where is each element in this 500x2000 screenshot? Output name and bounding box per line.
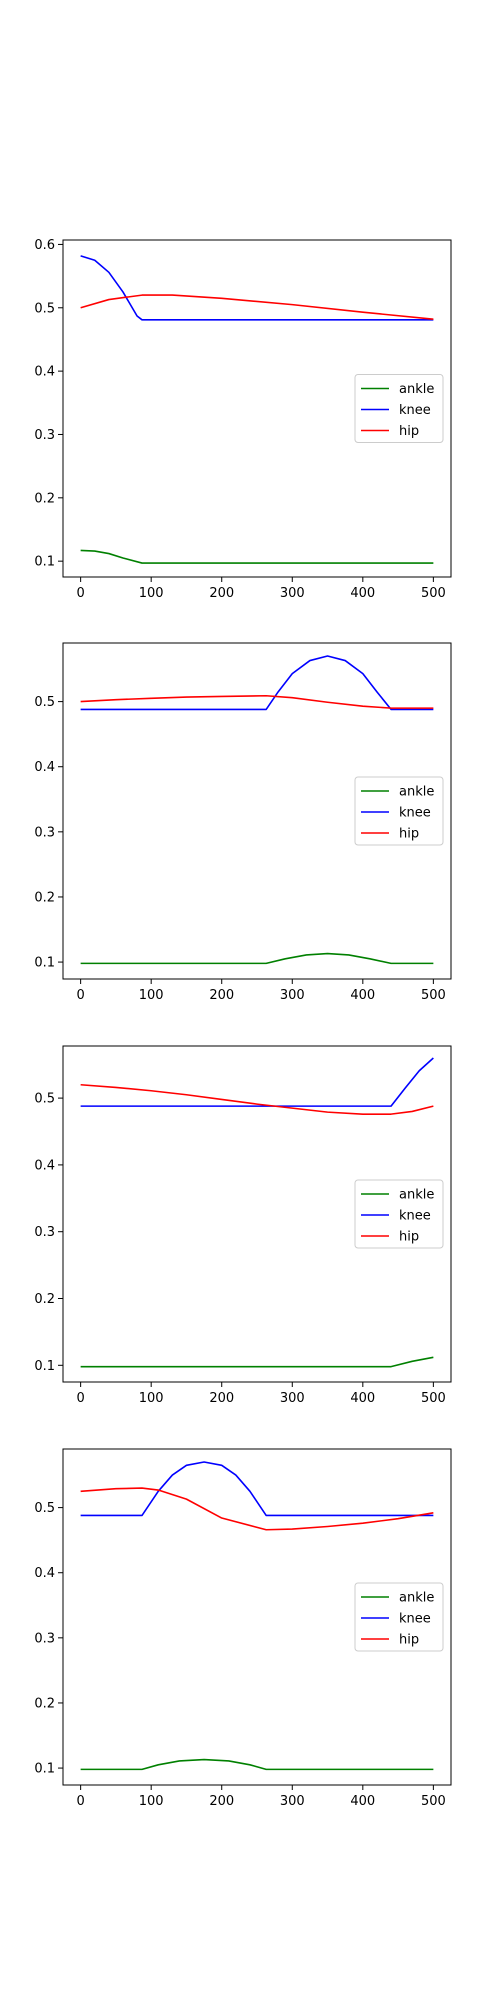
x-tick-label: 100 bbox=[139, 1391, 164, 1406]
y-tick-label: 0.3 bbox=[34, 1225, 55, 1240]
series-line-knee bbox=[80, 1057, 434, 1107]
legend: ankle knee hip bbox=[354, 1179, 444, 1249]
x-tick-label: 400 bbox=[350, 988, 375, 1003]
y-tick-label: 0.5 bbox=[34, 301, 55, 316]
x-tick-label: 0 bbox=[76, 988, 84, 1003]
x-tick-label: 200 bbox=[209, 1391, 234, 1406]
legend-label-hip: hip bbox=[399, 827, 419, 842]
legend-box bbox=[354, 374, 444, 443]
x-tick-label: 200 bbox=[209, 988, 234, 1003]
x-tick-label: 300 bbox=[280, 1794, 305, 1809]
chart-panel-1: 0 100 200 300 400 500 0.1 0.2 0.3 0.4 0.5 0.6 ankle k… bbox=[34, 238, 452, 601]
legend: ankle knee hip bbox=[354, 1582, 444, 1652]
legend: ankle knee hip bbox=[354, 776, 444, 846]
y-tick-label: 0.3 bbox=[34, 428, 55, 443]
x-tick-label: 400 bbox=[350, 1794, 375, 1809]
y-tick-label: 0.1 bbox=[34, 555, 55, 570]
x-tick-label: 0 bbox=[76, 586, 84, 601]
y-tick-label: 0.5 bbox=[34, 1501, 55, 1516]
y-tick-label: 0.2 bbox=[34, 1292, 55, 1307]
x-tick-label: 200 bbox=[209, 586, 234, 601]
legend-label-hip: hip bbox=[399, 1633, 419, 1648]
y-tick-label: 0.2 bbox=[34, 890, 55, 905]
axes-frame bbox=[62, 1448, 452, 1786]
legend-label-hip: hip bbox=[399, 1230, 419, 1245]
legend-label-ankle: ankle bbox=[399, 1188, 434, 1203]
legend-label-knee: knee bbox=[399, 806, 431, 821]
series-line-ankle bbox=[80, 549, 434, 564]
y-tick-label: 0.4 bbox=[34, 1566, 55, 1581]
x-tick-label: 200 bbox=[209, 1794, 234, 1809]
chart-panel-3: 0 100 200 300 400 500 0.1 0.2 0.3 0.4 0.5 ankle knee… bbox=[34, 1045, 452, 1406]
y-tick-label: 0.1 bbox=[34, 956, 55, 971]
x-tick-label: 300 bbox=[280, 586, 305, 601]
axes-frame bbox=[62, 239, 452, 578]
x-tick-label: 300 bbox=[280, 1391, 305, 1406]
legend-box bbox=[354, 1179, 444, 1249]
legend-label-knee: knee bbox=[399, 403, 431, 418]
y-tick-label: 0.5 bbox=[34, 695, 55, 710]
y-tick-label: 0.2 bbox=[34, 491, 55, 506]
series-line-hip bbox=[80, 694, 434, 709]
series-line-knee bbox=[80, 1461, 434, 1517]
y-tick-label: 0.2 bbox=[34, 1696, 55, 1711]
x-tick-label: 0 bbox=[76, 1391, 84, 1406]
legend-label-knee: knee bbox=[399, 1612, 431, 1627]
y-tick-label: 0.3 bbox=[34, 825, 55, 840]
chart-panel-4: 0 100 200 300 400 500 0.1 0.2 0.3 0.4 0.5 ankle knee… bbox=[34, 1448, 452, 1809]
series-line-ankle bbox=[80, 1758, 434, 1771]
y-tick-label: 0.4 bbox=[34, 760, 55, 775]
legend-box bbox=[354, 776, 444, 846]
y-tick-label: 0.6 bbox=[34, 238, 55, 253]
x-tick-label: 100 bbox=[139, 586, 164, 601]
series-line-hip bbox=[80, 294, 434, 320]
legend-label-hip: hip bbox=[399, 424, 419, 439]
legend-label-ankle: ankle bbox=[399, 1591, 434, 1606]
legend-box bbox=[354, 1582, 444, 1652]
x-tick-label: 400 bbox=[350, 1391, 375, 1406]
x-tick-label: 0 bbox=[76, 1794, 84, 1809]
axes-frame bbox=[62, 642, 452, 980]
x-tick-label: 500 bbox=[421, 1794, 446, 1809]
x-tick-label: 500 bbox=[421, 988, 446, 1003]
series-line-hip bbox=[80, 1083, 434, 1115]
y-tick-label: 0.3 bbox=[34, 1631, 55, 1646]
x-tick-label: 500 bbox=[421, 586, 446, 601]
axes-frame bbox=[62, 1045, 452, 1383]
series-line-ankle bbox=[80, 1356, 434, 1368]
legend: ankle knee hip bbox=[354, 374, 444, 443]
series-line-knee bbox=[80, 655, 434, 711]
series-line-knee bbox=[80, 255, 434, 321]
series-line-ankle bbox=[80, 952, 434, 965]
x-tick-label: 100 bbox=[139, 988, 164, 1003]
y-tick-label: 0.4 bbox=[34, 1158, 55, 1173]
legend-label-ankle: ankle bbox=[399, 785, 434, 800]
y-tick-label: 0.1 bbox=[34, 1762, 55, 1777]
y-tick-label: 0.4 bbox=[34, 365, 55, 380]
series-line-hip bbox=[80, 1487, 434, 1531]
x-tick-label: 500 bbox=[421, 1391, 446, 1406]
y-tick-label: 0.5 bbox=[34, 1092, 55, 1107]
x-tick-label: 300 bbox=[280, 988, 305, 1003]
x-tick-label: 400 bbox=[350, 586, 375, 601]
x-tick-label: 100 bbox=[139, 1794, 164, 1809]
chart-panel-2: 0 100 200 300 400 500 0.1 0.2 0.3 0.4 0.5 ankle knee… bbox=[34, 642, 452, 1003]
y-tick-label: 0.1 bbox=[34, 1359, 55, 1374]
legend-label-ankle: ankle bbox=[399, 382, 434, 397]
legend-label-knee: knee bbox=[399, 1209, 431, 1224]
